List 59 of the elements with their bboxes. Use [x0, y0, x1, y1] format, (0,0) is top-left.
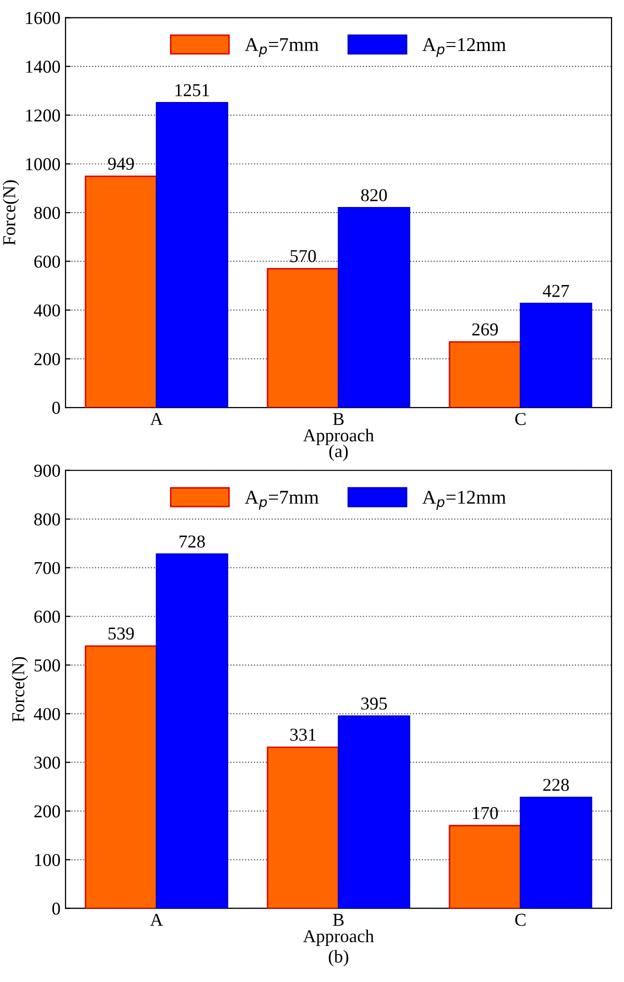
- data-label: 331: [290, 728, 316, 741]
- y-tick-label: 800: [34, 513, 60, 526]
- x-tick-label: B: [333, 413, 344, 425]
- y-tick-label: 600: [34, 610, 60, 623]
- y-axis-title: Force(N): [2, 180, 19, 246]
- bar: [520, 796, 592, 908]
- legend-label: A$_{p}$=12mm: [422, 490, 506, 510]
- x-tick-label: B: [333, 914, 344, 926]
- data-label: 570: [290, 250, 316, 262]
- y-tick-label: 1400: [26, 60, 60, 73]
- bar: [520, 302, 592, 408]
- y-tick-label: 1000: [26, 158, 60, 170]
- legend-label: A$_{p}$=7mm: [244, 38, 319, 57]
- text: (a): [329, 444, 348, 461]
- y-tick-label: 800: [34, 206, 60, 220]
- legend-label: A$_{p}$=12mm: [422, 38, 506, 57]
- bar: [84, 645, 158, 908]
- y-tick-label: 1600: [26, 12, 60, 24]
- y-tick-label: 600: [34, 256, 60, 268]
- bar: [338, 715, 410, 908]
- y-tick-label: 0: [52, 902, 60, 915]
- y-axis-title: Force(N): [12, 657, 28, 722]
- y-tick-label: 500: [34, 659, 60, 672]
- bar: [156, 553, 228, 908]
- legend-label: A$_{p}$=7mm: [244, 490, 319, 510]
- x-tick-label: A: [150, 413, 163, 425]
- bar: [448, 341, 522, 408]
- x-axis-title: Approach: [303, 428, 374, 446]
- bar: [266, 746, 340, 908]
- y-tick-label: 300: [34, 756, 60, 769]
- y-tick-label: 1200: [26, 109, 60, 122]
- data-label: 539: [108, 627, 134, 640]
- x-tick-label: C: [515, 914, 526, 926]
- data-label: 395: [361, 698, 387, 710]
- text: (b): [328, 950, 348, 966]
- x-tick-label: C: [515, 412, 526, 426]
- bar: [156, 102, 228, 408]
- bar: [266, 268, 340, 408]
- y-tick-label: 0: [52, 402, 60, 414]
- data-label: 728: [180, 535, 205, 548]
- bar: [338, 207, 410, 408]
- bar: [84, 176, 158, 408]
- x-axis-title: Approach: [303, 930, 374, 946]
- data-label: 949: [108, 158, 134, 170]
- y-tick-label: 200: [34, 353, 60, 366]
- data-label: 820: [361, 189, 387, 202]
- x-tick-label: A: [150, 914, 163, 926]
- bar: [448, 824, 522, 908]
- y-tick-label: 900: [34, 464, 60, 477]
- y-tick-label: 400: [34, 708, 60, 720]
- y-tick-label: 400: [34, 304, 60, 317]
- data-label: 170: [473, 806, 498, 820]
- data-label: 427: [542, 284, 570, 297]
- data-label: 269: [472, 323, 498, 336]
- y-tick-label: 200: [34, 805, 60, 818]
- y-tick-label: 700: [34, 562, 60, 574]
- y-tick-label: 100: [35, 854, 60, 866]
- data-label: 228: [543, 778, 569, 791]
- data-label: 1251: [176, 84, 209, 96]
